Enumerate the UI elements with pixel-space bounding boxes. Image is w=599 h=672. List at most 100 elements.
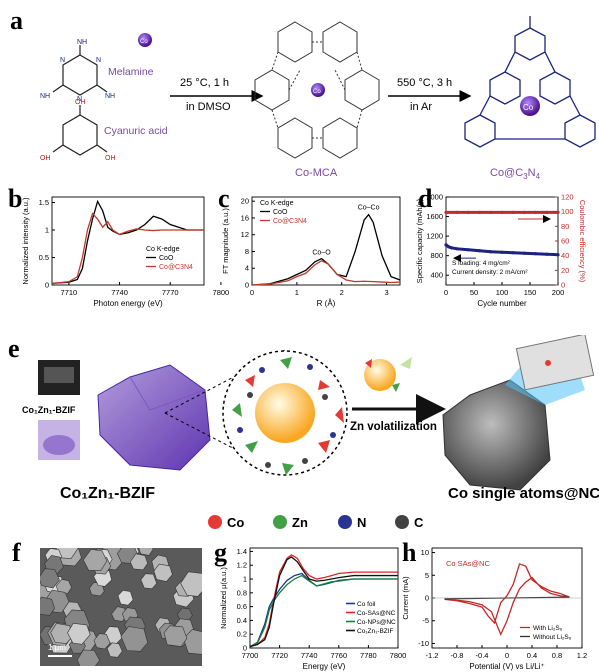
graphene-sheet [515, 335, 595, 391]
legend-label-h: With Li₂S₆ [533, 625, 563, 632]
powder-pile [43, 435, 75, 455]
chart-b: 7710 7740 7770 7800 0 0.5 1 1.5 Photon energy (e… [21, 196, 229, 308]
y-tick-label-g: 0.8 [237, 588, 247, 597]
x-tick-label-b: 7740 [111, 288, 128, 297]
point-d [489, 250, 493, 254]
legend-title-c: Co K-edge [260, 200, 294, 207]
point-d [478, 210, 482, 214]
sem-particle [120, 626, 149, 652]
x-axis-label-b: Photon energy (eV) [93, 299, 163, 308]
sem-image: 1 μm [40, 548, 202, 666]
y2-axis-label-d: Coulombic efficiency (%) [578, 200, 587, 283]
plot-frame-g [249, 547, 399, 649]
point-d [466, 248, 470, 252]
legend-label-h: Without Li₂S₆ [533, 634, 572, 641]
x-tick-label-b: 7710 [61, 288, 78, 297]
sem-particle [40, 596, 56, 616]
x-tick-label-b: 7770 [162, 288, 179, 297]
furnace-window [44, 367, 74, 383]
zoom-line-bottom [164, 412, 286, 476]
sem-particle [153, 563, 173, 582]
legend-label-c: Co@C3N4 [273, 218, 307, 225]
legend-label-g: Co-NPs@NC [357, 619, 396, 626]
point-d [534, 210, 538, 214]
cyanuric-acid-structure [52, 105, 108, 156]
cyanuric-oh-top: OH [75, 99, 86, 106]
x-tick-label-h: 0.8 [552, 651, 562, 660]
co-atom-free-label: Co [140, 39, 148, 45]
atom-legend: Co Zn N C [208, 515, 424, 530]
note-sloading-d: S loading: 4 mg/cm² [452, 260, 511, 267]
y-tick-label-d: 1200 [426, 232, 443, 241]
co-atom-free [138, 33, 152, 47]
x-tick-label-d: 200 [552, 288, 565, 297]
y2-tick-label-d: 80 [561, 222, 569, 231]
melamine-label: Melamine [108, 66, 154, 78]
y-tick-label-c: 0 [245, 281, 249, 290]
step2-line2: in Ar [410, 101, 432, 113]
x-tick-label-h: 1.2 [577, 651, 587, 660]
series-line-h-0 [444, 563, 570, 636]
co-mca-label: Co-MCA [295, 167, 338, 179]
volatile-zn [400, 357, 412, 369]
y-tick-label-c: 20 [241, 197, 249, 206]
product-sub3: 3 [523, 172, 528, 181]
panel-label-f: f [12, 538, 21, 567]
panel-a-scheme: NH NH NH N N N Melamine OH OH OH Cyanuri… [40, 16, 596, 181]
annotation-coo: Co–O [312, 249, 331, 256]
y-tick-label-d: 1600 [426, 212, 443, 221]
y-tick-label-g: 1.2 [237, 561, 247, 570]
x-tick-label-c: 0 [250, 288, 254, 297]
y-tick-label-c: 8 [245, 247, 249, 256]
cyanuric-oh-right: OH [105, 155, 116, 162]
y2-tick-label-d: 60 [561, 237, 569, 246]
y-axis-label-g: Normalized μ(a.u.) [219, 567, 228, 629]
step1-line1: 25 °C, 1 h [180, 77, 229, 89]
x-tick-label-g: 7740 [301, 651, 318, 660]
x-tick-label-h: -0.4 [476, 651, 489, 660]
note-current-d: Current density: 2 mA/cm² [452, 269, 528, 276]
y-tick-label-b: 1 [45, 226, 49, 235]
panel-label-d: d [418, 184, 433, 213]
c3n4-structure [464, 16, 596, 148]
point-d [500, 210, 504, 214]
plot-frame-c [251, 196, 401, 286]
y-tick-label-h: -10 [418, 639, 429, 648]
legend-label-g: Co₁Zn₁-BZIF [357, 628, 394, 635]
x-tick-label-h: 0 [505, 651, 509, 660]
y-tick-label-c: 4 [245, 264, 249, 273]
x-tick-label-h: -0.8 [451, 651, 464, 660]
legend-co-marker [208, 515, 222, 529]
y-tick-label-c: 12 [241, 230, 249, 239]
sem-particle [111, 606, 128, 622]
volatilization-label: Zn volatilization [350, 421, 437, 433]
y-axis-label-d: Specific capacity (mAh/g) [415, 198, 424, 283]
series-line-g-2 [249, 574, 398, 648]
cyanuric-acid-label: Cyanuric acid [104, 125, 168, 137]
point-d [522, 251, 527, 255]
sem-particle [40, 568, 60, 589]
legend-zn-marker [273, 515, 287, 529]
point-d [556, 210, 560, 214]
small-cage-co [365, 359, 372, 368]
x-tick-label-g: 7700 [242, 651, 259, 660]
point-d [478, 249, 482, 253]
melamine-nh2-right: NH [105, 93, 115, 100]
annotation-coco: Co–Co [358, 205, 380, 212]
x-axis-label-g: Energy (eV) [303, 662, 346, 671]
series-line-b-1 [51, 212, 204, 284]
sem-particle [55, 578, 72, 595]
legend-co-label: Co [227, 515, 244, 530]
legend-label-g: Co-SAs@NC [357, 610, 396, 617]
small-cage [364, 359, 396, 391]
melamine-nh2-left: NH [40, 93, 50, 100]
legend-n-marker [338, 515, 352, 529]
sem-particle [138, 548, 154, 556]
x-tick-label-c: 1 [295, 288, 299, 297]
x-tick-label-d: 150 [524, 288, 537, 297]
point-d [455, 210, 459, 214]
panel-label-g: g [214, 538, 227, 567]
x-axis-label-c: R (Å) [317, 299, 336, 308]
chart-g: 7700 7720 7740 7760 7780 7800 0 0.2 0.4 0.6 0.8 1 1.… [219, 547, 406, 671]
point-d [444, 243, 448, 247]
